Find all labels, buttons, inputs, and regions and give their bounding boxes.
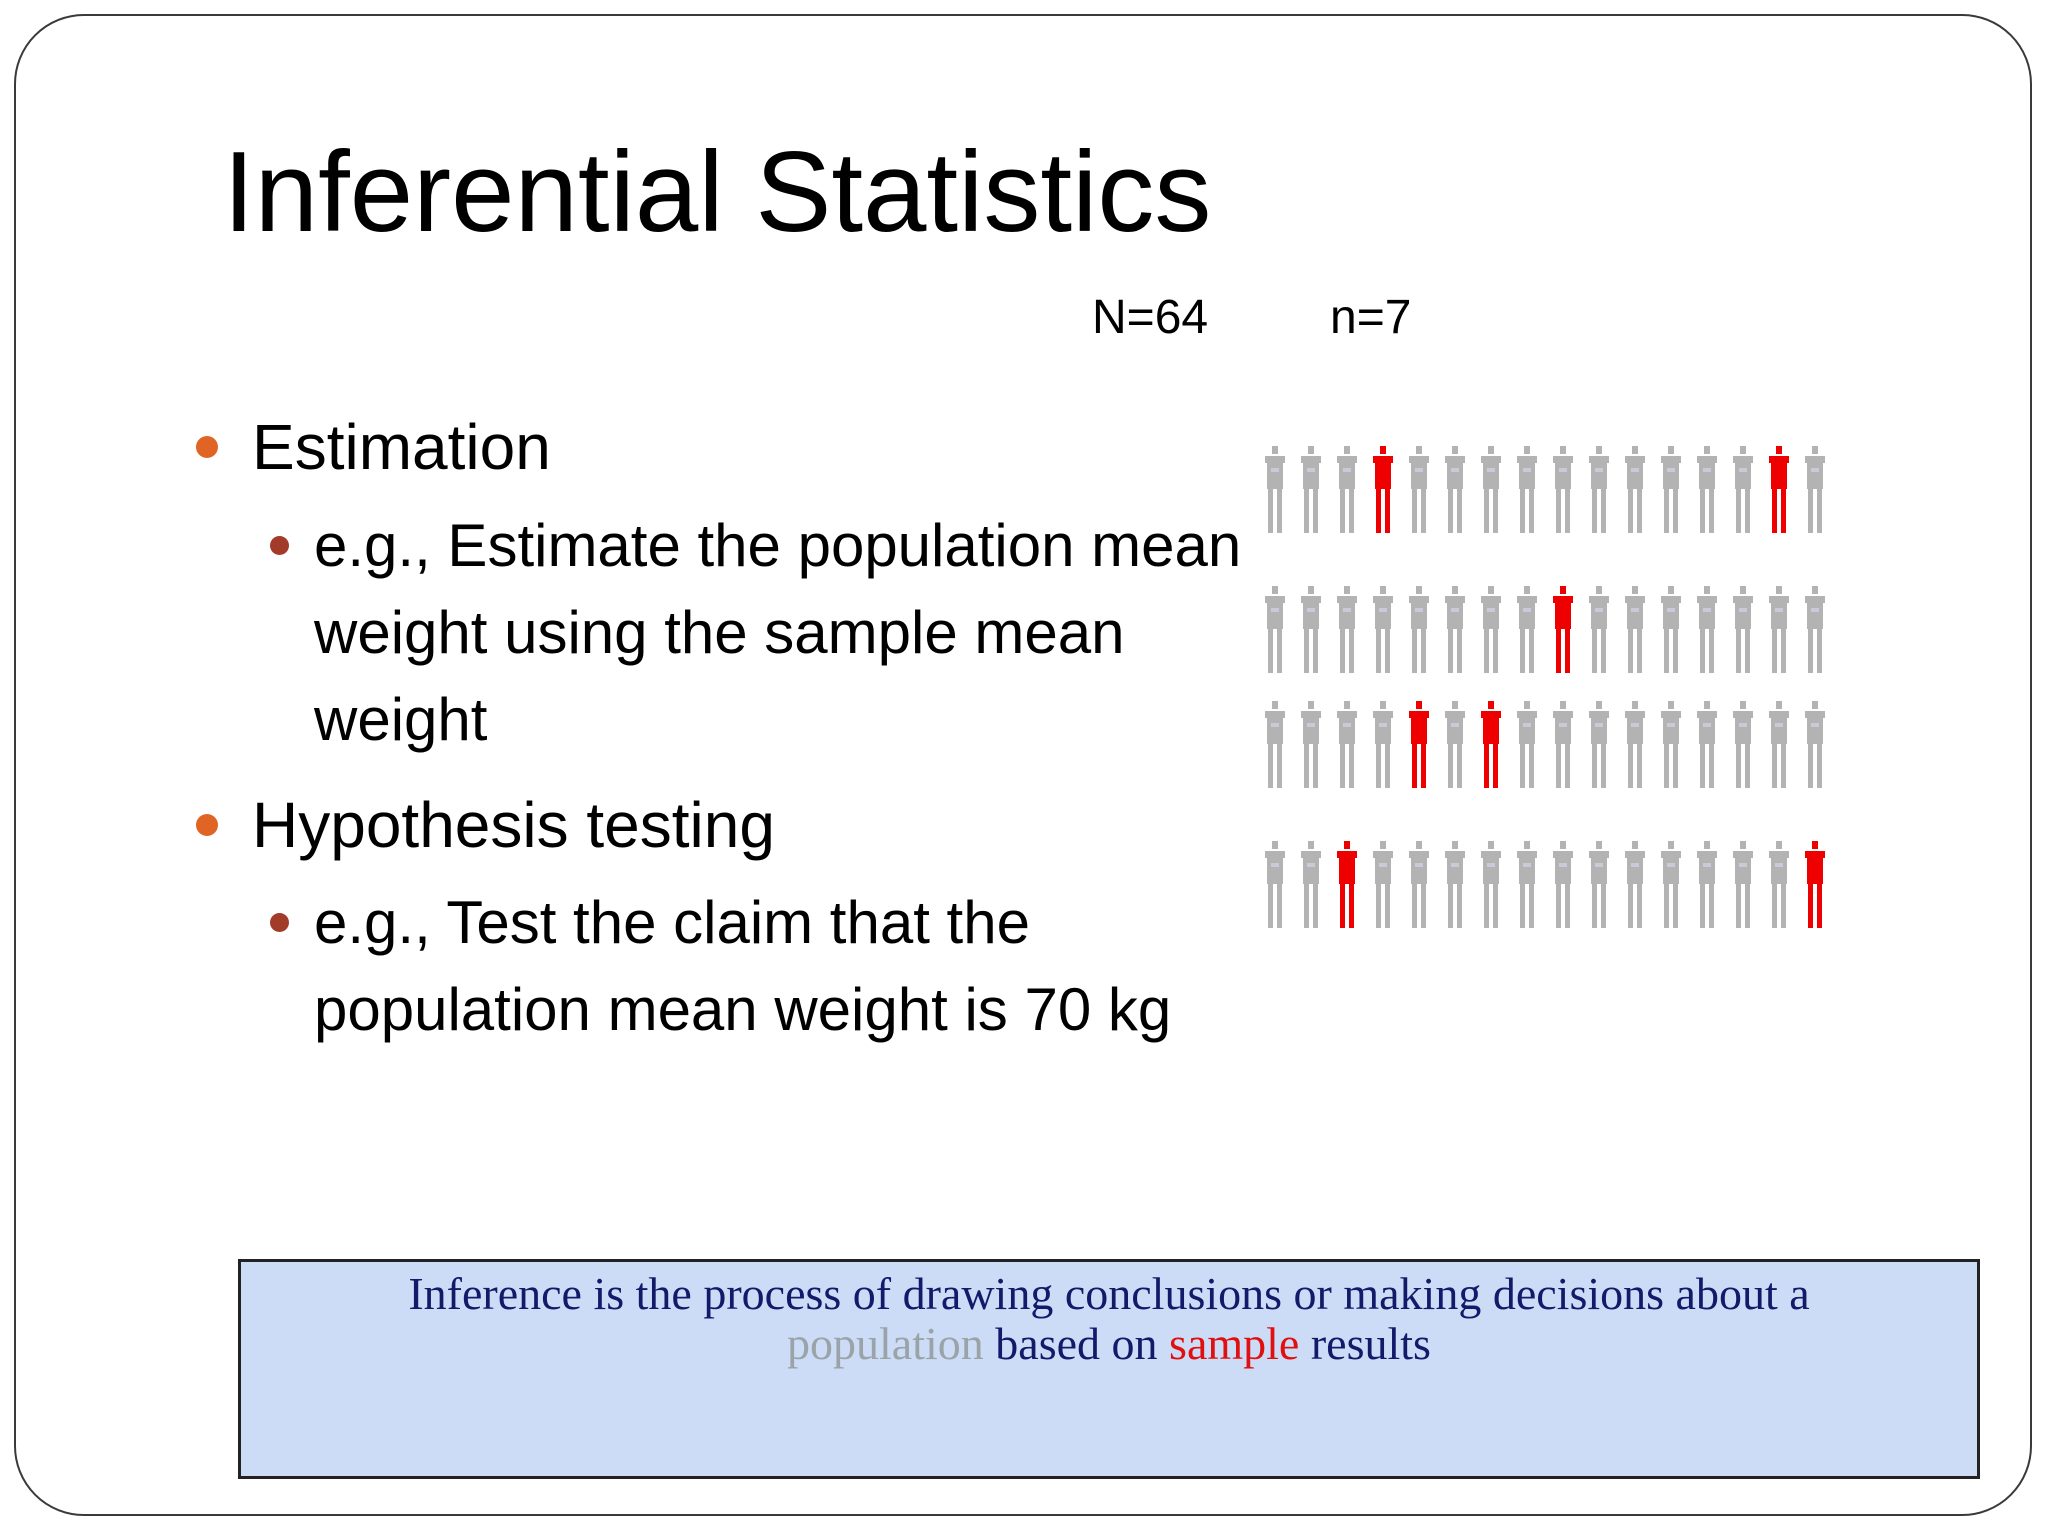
person-icon — [1265, 701, 1285, 788]
callout-word-population: population — [787, 1318, 984, 1369]
sampled-person-icon — [1337, 841, 1357, 928]
callout-word-sample: sample — [1169, 1318, 1300, 1369]
person-icon — [1373, 586, 1393, 673]
person-icon — [1301, 586, 1321, 673]
slide-frame: Inferential Statistics N=64 n=7 Estimati… — [14, 14, 2032, 1516]
sub-bullet-marker — [270, 913, 289, 932]
person-icon — [1445, 446, 1465, 533]
person-icon — [1589, 841, 1609, 928]
person-icon — [1805, 586, 1825, 673]
person-icon — [1697, 446, 1717, 533]
person-icon — [1409, 586, 1429, 673]
person-icon — [1265, 586, 1285, 673]
person-icon — [1625, 446, 1645, 533]
person-icon — [1517, 446, 1537, 533]
sub-bullet-marker — [270, 536, 289, 555]
callout-word-based-on: based on — [995, 1318, 1158, 1369]
person-icon — [1625, 841, 1645, 928]
sampled-person-icon — [1553, 586, 1573, 673]
person-icon — [1805, 701, 1825, 788]
sampled-person-icon — [1409, 701, 1429, 788]
person-icon — [1733, 586, 1753, 673]
sub-bullet-text: e.g., Test the claim that the population… — [314, 889, 1172, 1043]
sampled-person-icon — [1769, 446, 1789, 533]
person-icon — [1517, 701, 1537, 788]
sampled-person-icon — [1481, 701, 1501, 788]
person-icon — [1265, 446, 1285, 533]
person-icon — [1661, 446, 1681, 533]
bullet-marker — [196, 436, 218, 458]
person-icon — [1697, 586, 1717, 673]
person-icon — [1661, 701, 1681, 788]
person-icon — [1733, 701, 1753, 788]
person-icon — [1373, 841, 1393, 928]
person-icon — [1517, 586, 1537, 673]
person-icon — [1625, 586, 1645, 673]
person-icon — [1697, 841, 1717, 928]
bullet-label: Hypothesis testing — [252, 789, 775, 861]
person-icon — [1733, 841, 1753, 928]
person-icon — [1301, 446, 1321, 533]
person-icon — [1589, 446, 1609, 533]
person-icon — [1661, 841, 1681, 928]
person-icon — [1445, 841, 1465, 928]
person-icon — [1769, 841, 1789, 928]
bullet-marker — [196, 814, 218, 836]
person-icon — [1301, 841, 1321, 928]
person-icon — [1337, 586, 1357, 673]
person-icon — [1265, 841, 1285, 928]
person-icon — [1517, 841, 1537, 928]
person-icon — [1805, 446, 1825, 533]
callout-line-1: Inference is the process of drawing conc… — [408, 1268, 1810, 1319]
person-icon — [1553, 701, 1573, 788]
population-people-figure — [1265, 446, 1825, 928]
person-icon — [1661, 586, 1681, 673]
person-icon — [1481, 586, 1501, 673]
population-size-label: N=64 — [1092, 291, 1209, 344]
person-icon — [1301, 701, 1321, 788]
person-icon — [1337, 446, 1357, 533]
person-icon — [1373, 701, 1393, 788]
bullet-label: Estimation — [252, 411, 551, 483]
person-icon — [1337, 701, 1357, 788]
person-icon — [1589, 586, 1609, 673]
sampled-person-icon — [1805, 841, 1825, 928]
person-icon — [1481, 446, 1501, 533]
person-icon — [1769, 586, 1789, 673]
callout-word-results: results — [1310, 1318, 1431, 1369]
person-icon — [1733, 446, 1753, 533]
callout-line-2: population based on sample results — [241, 1319, 1977, 1369]
person-icon — [1697, 701, 1717, 788]
sampled-person-icon — [1373, 446, 1393, 533]
inference-definition-box: Inference is the process of drawing conc… — [238, 1259, 1980, 1479]
person-icon — [1553, 841, 1573, 928]
sample-size-label: n=7 — [1330, 291, 1412, 344]
person-icon — [1625, 701, 1645, 788]
sub-bullet-text: e.g., Estimate the population mean weigh… — [314, 512, 1242, 753]
person-icon — [1553, 446, 1573, 533]
person-icon — [1589, 701, 1609, 788]
person-icon — [1445, 701, 1465, 788]
person-icon — [1409, 841, 1429, 928]
person-icon — [1481, 841, 1501, 928]
slide-title: Inferential Statistics — [223, 129, 1212, 256]
person-icon — [1769, 701, 1789, 788]
person-icon — [1445, 586, 1465, 673]
person-icon — [1409, 446, 1429, 533]
